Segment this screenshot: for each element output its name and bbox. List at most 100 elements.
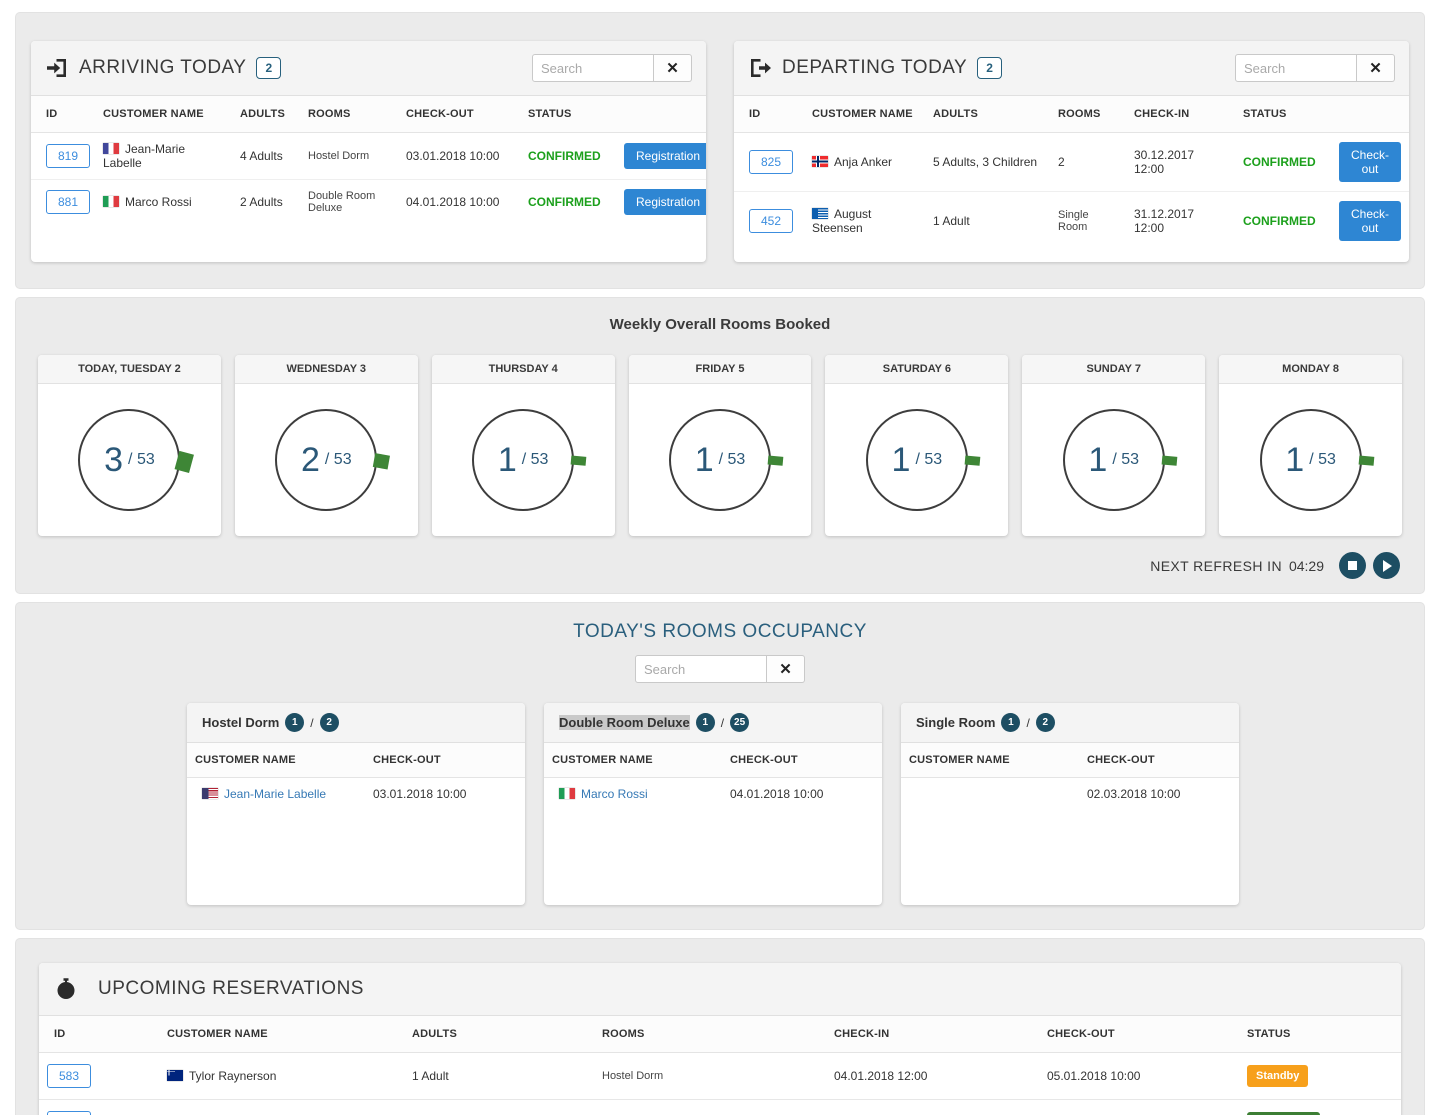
table-row: 583 Tylor Raynerson 1 Adult Hostel Dorm … xyxy=(39,1052,1401,1100)
checkin-cell: 04.01.2018 12:00 xyxy=(826,1052,1039,1100)
gauge-marker xyxy=(570,455,587,466)
checkout-cell: 02.03.2018 10:00 xyxy=(1079,777,1239,810)
col-action xyxy=(616,96,706,133)
booked-count: 1 xyxy=(497,440,517,479)
occupancy-search-row: ✕ xyxy=(16,655,1424,683)
occupancy-search-clear-button[interactable]: ✕ xyxy=(767,655,805,683)
upcoming-reservations-section: UPCOMING RESERVATIONS ID CUSTOMER NAME A… xyxy=(15,938,1425,1115)
departing-today-panel: DEPARTING TODAY 2 ✕ ID CUSTOMER NAME ADU… xyxy=(734,41,1409,262)
adults-cell: 2 Adults xyxy=(232,179,300,224)
booked-count: 1 xyxy=(891,440,911,479)
check-out-button[interactable]: Check-out xyxy=(1339,142,1402,182)
adults-cell: 4 Adults xyxy=(232,132,300,180)
day-card-body: 1 / 53 xyxy=(432,384,615,536)
day-card-header: TODAY, TUESDAY 2 xyxy=(38,355,221,384)
slash: / xyxy=(1026,715,1030,730)
customer-name: Anja Anker xyxy=(834,155,893,169)
col-adults: ADULTS xyxy=(232,96,300,133)
checkout-cell: 04.01.2018 10:00 xyxy=(398,179,520,224)
reservation-id-chip[interactable]: 825 xyxy=(749,150,794,174)
day-card-body: 1 / 53 xyxy=(1022,384,1205,536)
room-type-label: Single Room xyxy=(916,715,996,730)
stop-refresh-button[interactable] xyxy=(1339,552,1366,579)
day-card-sunday: SUNDAY 7 1 / 53 xyxy=(1022,355,1206,536)
booked-total: / 53 xyxy=(521,451,549,468)
col-customer-name: CUSTOMER NAME xyxy=(187,743,365,778)
refresh-row: NEXT REFRESH IN 04:29 xyxy=(38,552,1402,579)
customer-name-link[interactable]: Jean-Marie Labelle xyxy=(224,787,327,801)
col-status: STATUS xyxy=(520,96,616,133)
arriving-today-panel: ARRIVING TODAY 2 ✕ ID CUSTOMER NAME ADUL… xyxy=(31,41,706,262)
check-out-button[interactable]: Check-out xyxy=(1339,201,1402,241)
refresh-now-button[interactable] xyxy=(1373,552,1400,579)
status-text: CONFIRMED xyxy=(1243,155,1316,169)
room-type-label: Hostel Dorm xyxy=(202,715,280,730)
col-check-out: CHECK-OUT xyxy=(722,743,882,778)
adults-cell: 1 Adult xyxy=(925,191,1050,250)
rooms-booked-gauge: 1 / 53 xyxy=(472,409,587,511)
panel-bottom-padding xyxy=(734,250,1409,262)
day-card-body: 2 / 53 xyxy=(235,384,418,536)
col-rooms: ROOMS xyxy=(300,96,398,133)
occupancy-card-header: Hostel Dorm 1 / 2 xyxy=(187,703,525,743)
departing-search-input[interactable] xyxy=(1235,54,1357,82)
registration-button[interactable]: Registration xyxy=(624,189,706,215)
booked-count: 1 xyxy=(694,440,714,479)
upcoming-table: ID CUSTOMER NAME ADULTS ROOMS CHECK-IN C… xyxy=(39,1016,1401,1115)
rooms-cell: Single Room xyxy=(1050,191,1126,250)
day-card-friday: FRIDAY 5 1 / 53 xyxy=(628,355,812,536)
day-card-monday: MONDAY 8 1 / 53 xyxy=(1219,355,1403,536)
reservation-id-chip[interactable]: 583 xyxy=(47,1064,92,1088)
arriving-title: ARRIVING TODAY xyxy=(79,57,247,78)
table-row: 825 Anja Anker 5 Adults, 3 Children 2 30… xyxy=(734,132,1409,192)
country-flag-icon xyxy=(103,196,119,207)
customer-name-link[interactable]: Marco Rossi xyxy=(581,787,648,801)
upcoming-header-row: ID CUSTOMER NAME ADULTS ROOMS CHECK-IN C… xyxy=(39,1016,1401,1053)
room-type-label: Double Room Deluxe xyxy=(559,715,690,730)
occupancy-search-input[interactable] xyxy=(635,655,767,683)
arriving-search-clear-button[interactable]: ✕ xyxy=(654,54,692,82)
play-icon xyxy=(1383,559,1392,572)
upcoming-reservations-panel: UPCOMING RESERVATIONS ID CUSTOMER NAME A… xyxy=(39,963,1401,1115)
sign-in-door-icon xyxy=(45,56,69,80)
col-customer-name: CUSTOMER NAME xyxy=(901,743,1079,778)
occupied-count-badge: 1 xyxy=(695,713,715,732)
day-card-header: SUNDAY 7 xyxy=(1022,355,1206,384)
col-customer-name: CUSTOMER NAME xyxy=(544,743,722,778)
adults-cell: 5 Adults, 3 Children xyxy=(925,132,1050,192)
departing-search-group: ✕ xyxy=(1235,54,1395,82)
rooms-occupancy-section: TODAY'S ROOMS OCCUPANCY ✕ Hostel Dorm 1 … xyxy=(15,602,1425,930)
occupancy-cards-row: Hostel Dorm 1 / 2 CUSTOMER NAME CHECK-OU… xyxy=(16,703,1424,905)
occupancy-header-row: CUSTOMER NAME CHECK-OUT xyxy=(901,743,1239,778)
reservation-id-chip[interactable]: 819 xyxy=(46,144,91,168)
rooms-booked-gauge: 2 / 53 xyxy=(275,409,391,511)
rooms-booked-gauge: 1 / 53 xyxy=(865,409,981,511)
gauge-marker xyxy=(174,450,195,474)
registration-button[interactable]: Registration xyxy=(624,143,706,169)
col-check-out: CHECK-OUT xyxy=(1039,1016,1239,1053)
booked-count: 2 xyxy=(300,440,320,479)
booked-total: / 53 xyxy=(1112,451,1140,468)
reservation-id-chip[interactable]: 869 xyxy=(47,1111,92,1115)
col-customer-name: CUSTOMER NAME xyxy=(95,96,232,133)
gauge-marker xyxy=(767,455,784,466)
departing-search-clear-button[interactable]: ✕ xyxy=(1357,54,1395,82)
upcoming-panel-header: UPCOMING RESERVATIONS xyxy=(39,963,1401,1016)
booked-count: 3 xyxy=(104,440,124,479)
arriving-search-input[interactable] xyxy=(532,54,654,82)
arriving-header-row: ID CUSTOMER NAME ADULTS ROOMS CHECK-OUT … xyxy=(31,96,706,133)
col-id: ID xyxy=(31,96,95,133)
occupancy-table: CUSTOMER NAME CHECK-OUT 02.03.2018 10:00 xyxy=(901,743,1239,810)
upcoming-title: UPCOMING RESERVATIONS xyxy=(98,978,364,999)
booked-total: / 53 xyxy=(915,451,943,468)
reservation-id-chip[interactable]: 881 xyxy=(46,190,91,214)
reservation-id-chip[interactable]: 452 xyxy=(749,209,794,233)
gauge-marker xyxy=(964,455,981,466)
booked-total: / 53 xyxy=(718,451,746,468)
col-check-in: CHECK-IN xyxy=(1126,96,1235,133)
booked-total: / 53 xyxy=(128,451,155,468)
col-adults: ADULTS xyxy=(925,96,1050,133)
checkout-cell: 03.01.2018 10:00 xyxy=(398,132,520,180)
country-flag-icon xyxy=(812,208,828,219)
